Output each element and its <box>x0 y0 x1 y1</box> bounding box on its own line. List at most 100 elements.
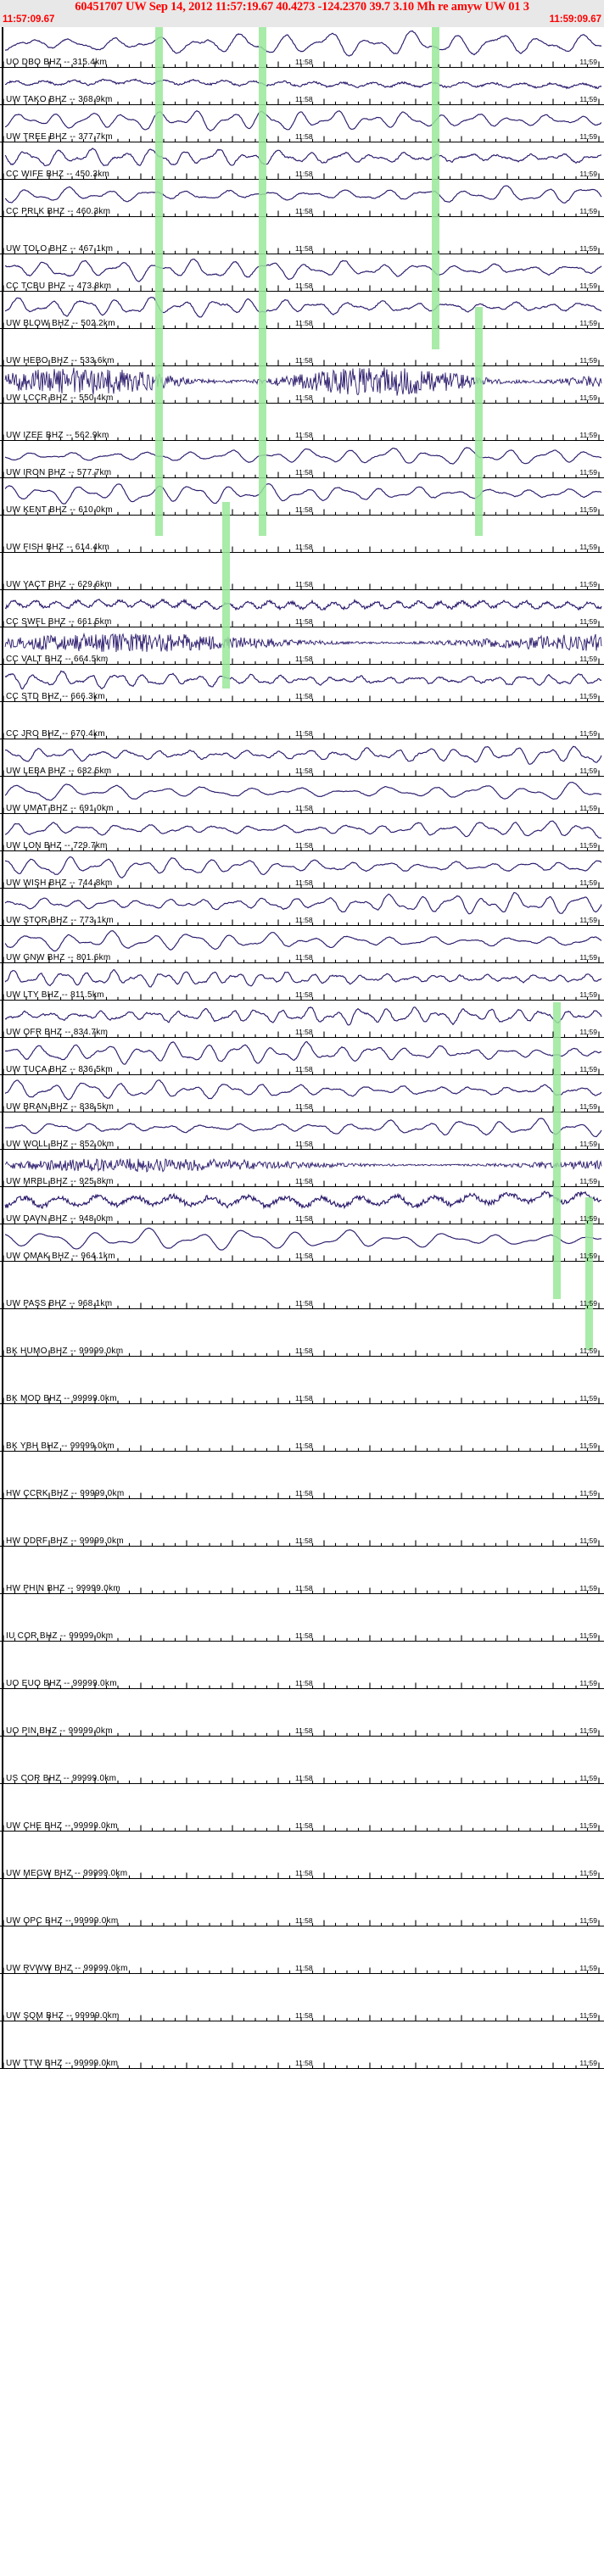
time-tick-label: 11:59 <box>579 1441 597 1450</box>
trace-row[interactable]: 11:59 11:58 HW PHIN BHZ -- 99999.0km <box>0 1547 604 1594</box>
trace-row[interactable]: 11:59 11:58 UW IZEE BHZ -- 562.9km <box>0 404 604 441</box>
time-tick-label: 11:59 <box>579 1102 597 1111</box>
trace-row[interactable]: 11:59 11:58 UW LTY BHZ -- 811.5km <box>0 963 604 1001</box>
trace-row[interactable]: 11:59 11:58 CC SWFL BHZ -- 661.5km <box>0 590 604 627</box>
waveform <box>2 366 604 403</box>
trace-row[interactable]: 11:59 11:58 UW IRON BHZ -- 577.7km <box>0 441 604 478</box>
trace-row[interactable]: 11:59 11:58 CC TCBU BHZ -- 473.8km <box>0 254 604 292</box>
trace-row[interactable]: 11:59 11:58 BK HUMO BHZ -- 99999.0km <box>0 1309 604 1357</box>
trace-row[interactable]: 11:59 11:58 UW CHE BHZ -- 99999.0km <box>0 1784 604 1832</box>
time-tick-label: 11:59 <box>579 1679 597 1687</box>
trace-label: UW GNW BHZ -- 801.6km <box>6 953 111 962</box>
trace-label: UW IRON BHZ -- 577.7km <box>6 468 112 477</box>
row-left-rule <box>2 1879 3 1926</box>
row-left-rule <box>2 105 3 142</box>
time-tick-label: 11:58 <box>295 1821 313 1830</box>
trace-row[interactable]: 11:59 11:58 UW BRAN BHZ -- 838.5km <box>0 1075 604 1112</box>
trace-row[interactable]: 11:59 11:58 UW OFR BHZ -- 834.7km <box>0 1001 604 1038</box>
row-left-rule <box>2 1784 3 1831</box>
row-left-rule <box>2 27 3 67</box>
time-tick-label: 11:58 <box>295 953 313 962</box>
row-left-rule <box>2 1452 3 1498</box>
waveform <box>2 254 604 291</box>
waveform <box>2 441 604 477</box>
trace-row[interactable]: 11:59 11:58 UW TAKO BHZ -- 368.9km <box>0 68 604 105</box>
trace-panel[interactable]: 11:59 11:58 UO DBO BHZ -- 315.4km 11:59 11:5… <box>0 27 604 2576</box>
time-tick-label: 11:58 <box>295 543 313 551</box>
time-tick-label: 11:59 <box>579 170 597 178</box>
trace-row[interactable]: 11:59 11:58 IU COR BHZ -- 99999.0km <box>0 1594 604 1642</box>
trace-row[interactable]: 11:59 11:58 UW GNW BHZ -- 801.6km <box>0 926 604 963</box>
trace-row[interactable]: 11:59 11:58 UW TUCA BHZ -- 836.5km <box>0 1038 604 1075</box>
trace-row[interactable]: 11:59 11:58 UW RVWW BHZ -- 99999.0km <box>0 1926 604 1974</box>
trace-row[interactable]: 11:59 11:58 UW LEBA BHZ -- 682.5km <box>0 739 604 777</box>
trace-row[interactable]: 11:59 11:58 UW PASS BHZ -- 968.1km <box>0 1262 604 1309</box>
trace-row[interactable]: 11:59 11:58 UW TREE BHZ -- 377.7km <box>0 105 604 142</box>
time-tick-label: 11:58 <box>295 1140 313 1148</box>
trace-row[interactable]: 11:59 11:58 UW WOLL BHZ -- 852.0km <box>0 1112 604 1150</box>
trace-row[interactable]: 11:59 11:58 UW FISH BHZ -- 614.4km <box>0 516 604 553</box>
trace-row[interactable]: 11:59 11:58 UW LON BHZ -- 729.7km <box>0 814 604 851</box>
trace-row[interactable]: 11:59 11:58 UW LCCR BHZ -- 550.4km <box>0 366 604 404</box>
trace-label: UW BRAN BHZ -- 838.5km <box>6 1102 115 1112</box>
row-left-rule <box>2 590 3 627</box>
row-left-rule <box>2 1224 3 1261</box>
trace-row[interactable]: 11:59 11:58 BK YBH BHZ -- 99999.0km <box>0 1404 604 1452</box>
trace-row[interactable]: 11:59 11:58 UO DBO BHZ -- 315.4km <box>0 27 604 68</box>
time-tick-label: 11:58 <box>295 692 313 700</box>
time-tick-label: 11:58 <box>295 580 313 588</box>
waveform <box>2 1038 604 1074</box>
time-tick-label: 11:59 <box>579 505 597 514</box>
waveform <box>2 926 604 962</box>
trace-row[interactable]: 11:59 11:58 CC PRLK BHZ -- 460.3km <box>0 180 604 217</box>
trace-row[interactable]: 11:59 11:58 UW SQM BHZ -- 99999.0km <box>0 1974 604 2021</box>
row-left-rule <box>2 1038 3 1074</box>
trace-row[interactable]: 11:59 11:58 UW WISH BHZ -- 744.8km <box>0 851 604 889</box>
trace-row[interactable]: 11:59 11:58 UW HEBO BHZ -- 533.6km <box>0 329 604 366</box>
time-tick-label: 11:59 <box>579 1177 597 1185</box>
trace-row[interactable]: 11:59 11:58 UW BLOW BHZ -- 502.2km <box>0 292 604 329</box>
trace-row[interactable]: 11:59 11:58 HW DDRF BHZ -- 99999.0km <box>0 1499 604 1547</box>
trace-row[interactable]: 11:59 11:58 UW TTW BHZ -- 99999.0km <box>0 2021 604 2069</box>
trace-row[interactable]: 11:59 11:58 UW UMAT BHZ -- 691.0km <box>0 777 604 814</box>
trace-row[interactable]: 11:59 11:58 UW KENT BHZ -- 610.0km <box>0 478 604 516</box>
trace-row[interactable]: 11:59 11:58 UW MEGW BHZ -- 99999.0km <box>0 1832 604 1879</box>
trace-row[interactable]: 11:59 11:58 CC VALT BHZ -- 664.5km <box>0 627 604 665</box>
trace-row[interactable]: 11:59 11:58 UO EUO BHZ -- 99999.0km <box>0 1642 604 1689</box>
trace-row[interactable]: 11:59 11:58 US COR BHZ -- 99999.0km <box>0 1737 604 1784</box>
waveform <box>2 27 604 67</box>
row-left-rule <box>2 1832 3 1878</box>
time-tick-label: 11:59 <box>579 1964 597 1972</box>
trace-row[interactable]: 11:59 11:58 CC JRO BHZ -- 670.4km <box>0 702 604 739</box>
trace-row[interactable]: 11:59 11:58 UW STOR BHZ -- 773.1km <box>0 889 604 926</box>
trace-row[interactable]: 11:59 11:58 UW OPC BHZ -- 99999.0km <box>0 1879 604 1926</box>
time-tick-label: 11:58 <box>295 468 313 477</box>
time-tick-label: 11:59 <box>579 1394 597 1402</box>
trace-row[interactable]: 11:59 11:58 UW YACT BHZ -- 629.6km <box>0 553 604 590</box>
trace-row[interactable]: 11:59 11:58 CC WIFE BHZ -- 450.3km <box>0 142 604 180</box>
time-tick-label: 11:58 <box>295 1102 313 1111</box>
trace-row[interactable]: 11:59 11:58 UW DAVN BHZ -- 948.0km <box>0 1187 604 1224</box>
waveform <box>2 627 604 664</box>
trace-row[interactable]: 11:59 11:58 BK MOD BHZ -- 99999.0km <box>0 1357 604 1404</box>
time-tick-label: 11:59 <box>579 132 597 141</box>
trace-row[interactable]: 11:59 11:58 UW TOLO BHZ -- 467.1km <box>0 217 604 254</box>
time-tick-label: 11:58 <box>295 95 313 103</box>
waveform <box>2 1075 604 1112</box>
trace-row[interactable]: 11:59 11:58 UW OMAK BHZ -- 964.1km <box>0 1224 604 1262</box>
trace-row[interactable]: 11:59 11:58 HW CCRK BHZ -- 99999.0km <box>0 1452 604 1499</box>
waveform <box>2 851 604 888</box>
time-tick-label: 11:58 <box>295 356 313 365</box>
pick-highlight-band <box>585 1197 593 1350</box>
trace-row[interactable]: 11:59 11:58 CC STD BHZ -- 666.3km <box>0 665 604 702</box>
time-tick-label: 11:58 <box>295 393 313 402</box>
time-tick-label: 11:59 <box>579 1774 597 1782</box>
trace-row[interactable]: 11:59 11:58 UW MRBL BHZ -- 925.8km <box>0 1150 604 1187</box>
trace-row[interactable]: 11:59 11:58 UO PIN BHZ -- 99999.0km <box>0 1689 604 1737</box>
trace-label: UW LCCR BHZ -- 550.4km <box>6 393 114 403</box>
row-left-rule <box>2 180 3 216</box>
time-tick-label: 11:59 <box>579 1536 597 1545</box>
time-tick-label: 11:58 <box>295 1441 313 1450</box>
time-tick-label: 11:58 <box>295 1489 313 1497</box>
time-tick-label: 11:59 <box>579 1916 597 1925</box>
